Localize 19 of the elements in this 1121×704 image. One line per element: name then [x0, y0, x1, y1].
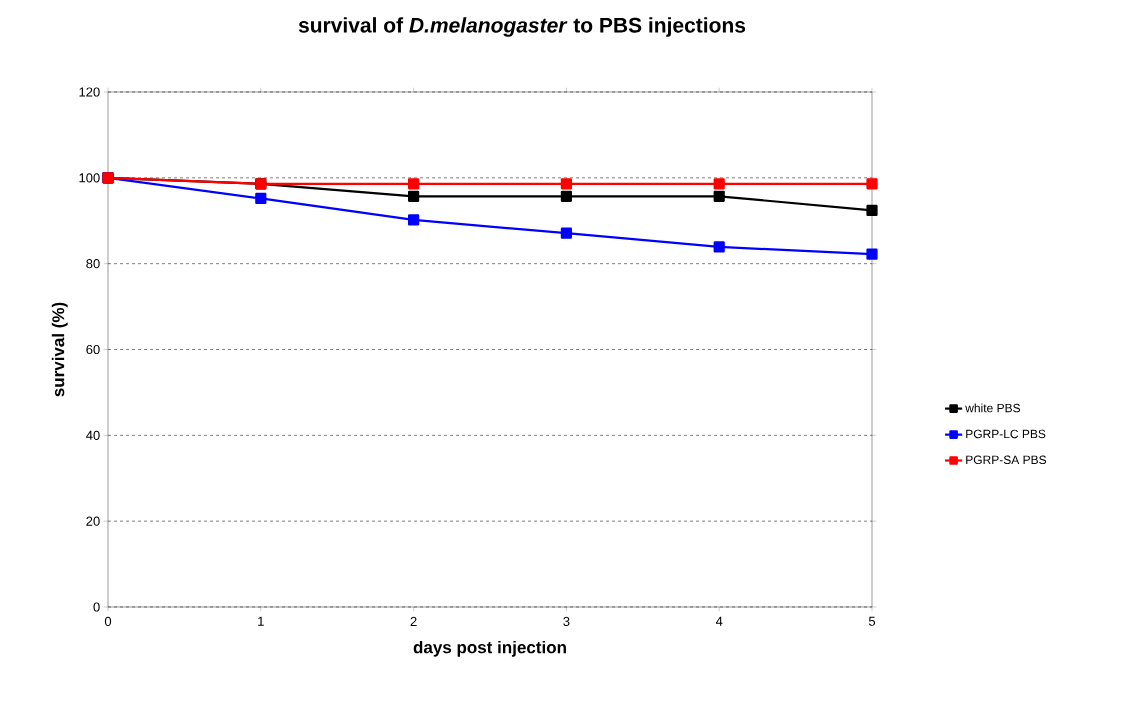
x-tick-label: 4: [715, 616, 723, 626]
x-tick-label: 0: [104, 616, 112, 626]
x-axis-title: days post injection: [413, 640, 566, 657]
y-tick-label: 20: [86, 516, 100, 526]
legend-label: PGRP-SA PBS: [966, 455, 1047, 465]
y-tick-label: 80: [86, 259, 100, 269]
y-tick-label: 120: [79, 87, 100, 97]
x-tick-label: 3: [563, 616, 570, 626]
x-tick-label: 2: [410, 616, 417, 626]
y-tick-label: 0: [93, 602, 100, 612]
y-tick-label: 60: [86, 344, 100, 355]
x-tick-label: 5: [868, 616, 876, 626]
x-tick-label: 1: [258, 616, 264, 626]
y-axis-title: survival (%): [51, 302, 68, 397]
y-tick-label: 40: [86, 430, 100, 440]
legend-label: PGRP-LC PBS: [966, 429, 1046, 439]
y-tick-label: 100: [79, 173, 100, 183]
legend-label: white PBS: [965, 403, 1021, 413]
chart-title: survival of D.melanogaster to PBS injections: [298, 17, 746, 37]
